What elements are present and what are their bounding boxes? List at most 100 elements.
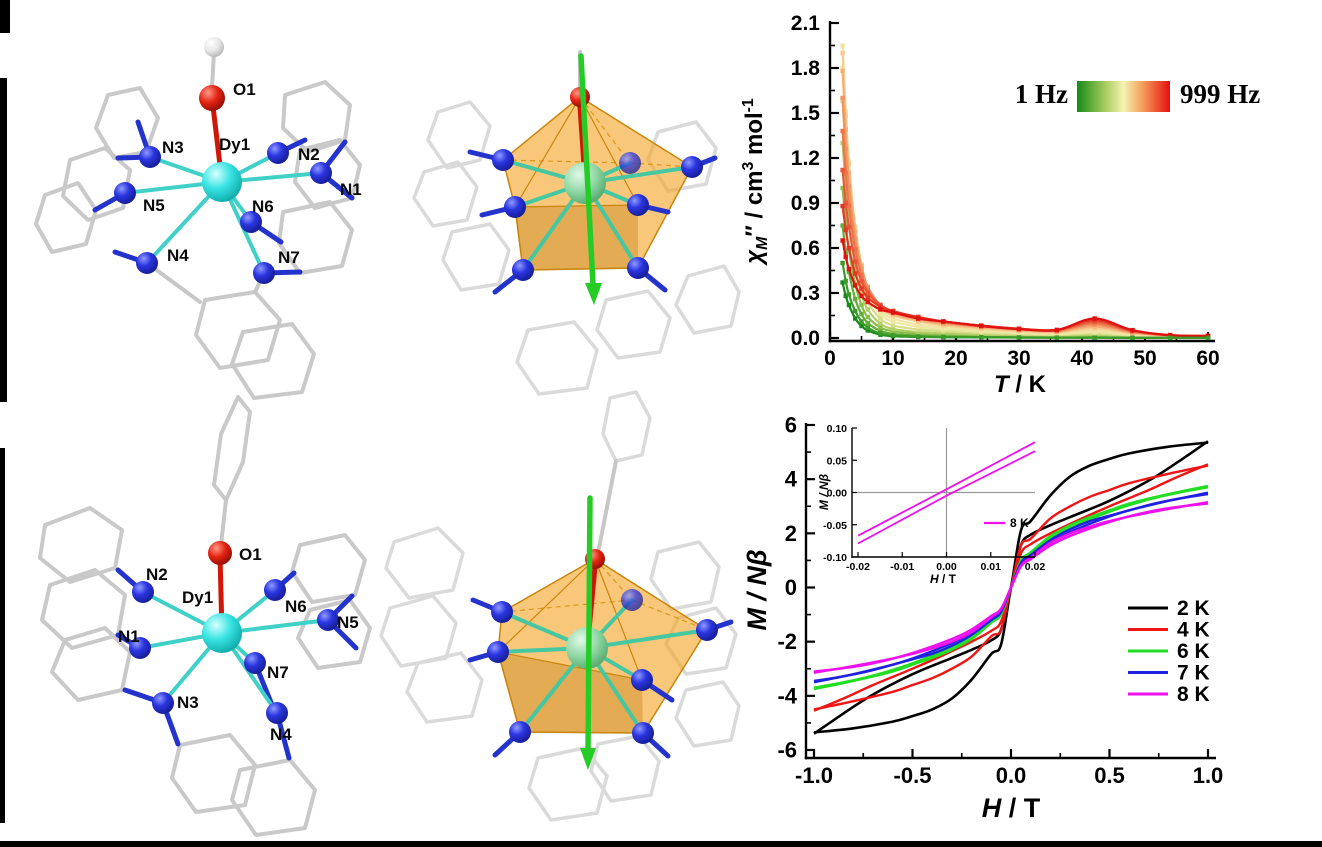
n-atom	[631, 669, 653, 691]
dy1-atom	[202, 613, 242, 653]
atom-label-dy1: Dy1	[219, 135, 250, 154]
n7-atom	[253, 262, 275, 284]
tick-label: 60	[1196, 347, 1219, 370]
tick-label: 1.0	[1193, 763, 1224, 788]
tick-label: 0.00	[827, 488, 848, 500]
panel-polyhedron-b	[379, 390, 741, 822]
frequency-legend: 1 Hz 999 Hz	[1015, 79, 1260, 112]
n3-atom	[152, 692, 174, 714]
panel-polyhedron-a	[412, 50, 741, 396]
n-atom	[627, 194, 649, 216]
axes: 0.0 0.3 0.6 0.9 1.2 1.5 1.8 2.1 0 10 20 30 40 50 60	[791, 12, 1220, 370]
page-edge-bar-left-upper	[0, 78, 7, 402]
tick-label: 50	[1133, 347, 1156, 370]
atom-label-n4: N4	[270, 725, 292, 744]
x-axis-label: T / K	[994, 371, 1047, 398]
tick-label: 0.01	[981, 561, 1002, 573]
series-18 Hz	[841, 99, 1210, 339]
tick-label: 0	[824, 347, 836, 370]
tick-label: 0.00	[936, 561, 957, 573]
page-edge-bar-top-left	[0, 0, 10, 33]
series-562 Hz	[841, 168, 1210, 337]
n-atom	[627, 257, 649, 279]
loop-2 K-ascending	[813, 440, 1209, 734]
tick-label: 6 K	[1177, 640, 1210, 663]
n6-atom	[264, 579, 286, 601]
inset-8 K ascending	[857, 450, 1036, 545]
atom-label-n5: N5	[337, 613, 359, 632]
tick-label: 0.05	[827, 455, 848, 467]
n2-atom	[132, 581, 154, 603]
panel-structure-b: O1 Dy1 N2 N6 N5 N1 N7 N3 N4	[38, 395, 372, 837]
n-atom	[491, 601, 513, 623]
inset-x-axis-label: H / T	[930, 572, 957, 586]
n-atom	[512, 259, 534, 281]
series-316 Hz	[841, 96, 1210, 338]
ligand-wireframe	[34, 80, 362, 400]
tick-label: 4	[785, 467, 798, 492]
n-atom	[696, 619, 718, 641]
page-edge-bar-bottom	[0, 841, 1322, 847]
tick-label: 10	[881, 347, 904, 370]
atom-label-n5: N5	[143, 196, 165, 215]
tick-label: -0.10	[823, 552, 847, 564]
o1-atom	[208, 541, 232, 565]
atom-label-n6: N6	[252, 197, 274, 216]
n6-atom	[240, 211, 262, 233]
hysteresis-chart: -6 -4 -2 0 2 4 6 -1.0 -0.5 0.0 0.5 1.0 H / T M / Nβ 2 …	[742, 413, 1223, 823]
hysteresis-loops	[813, 440, 1209, 735]
n-atom	[509, 721, 531, 743]
tick-label: -6	[777, 737, 797, 762]
atom-label-n7: N7	[278, 248, 300, 267]
tick-label: 0.0	[791, 327, 820, 350]
tick-label: 2	[785, 521, 797, 546]
tick-label: 1.8	[791, 57, 821, 80]
n1-atom	[310, 162, 332, 184]
tick-label: -0.01	[890, 561, 914, 573]
atom-label-n2: N2	[298, 145, 320, 164]
tick-label: 20	[944, 347, 967, 370]
tick-label: 0.6	[791, 237, 820, 260]
tick-label: 30	[1007, 347, 1030, 370]
tick-label: 4 K	[1177, 619, 1210, 642]
inset-y-axis-label: M / Nβ	[817, 473, 831, 510]
tick-label: 0.0	[996, 763, 1027, 788]
tick-label: 8 K	[1177, 683, 1210, 706]
n-atom	[504, 196, 526, 218]
n-atom-back	[621, 589, 643, 611]
tick-label: -4	[777, 683, 797, 708]
n2-atom	[267, 142, 289, 164]
n-atom	[487, 641, 509, 663]
atom-label-n1: N1	[118, 627, 140, 646]
tick-label: 40	[1070, 347, 1093, 370]
ligand-wireframe	[38, 395, 372, 837]
anisotropy-axis-arrow-icon	[585, 495, 593, 753]
h-atom	[204, 37, 224, 57]
frequency-gradient-bar	[1077, 81, 1170, 112]
loop-4 K-ascending	[813, 463, 1209, 711]
chi-vs-T-chart: 0.0 0.3 0.6 0.9 1.2 1.5 1.8 2.1 0 10 20 30 40 50 60 T /…	[740, 12, 1260, 398]
tick-label: 0.9	[791, 192, 820, 215]
o1-atom	[199, 85, 225, 111]
atom-label-n4: N4	[167, 246, 189, 265]
series-10 Hz	[841, 141, 1210, 339]
y-axis-label: M / Nβ	[742, 549, 772, 630]
n-atom-back	[619, 152, 641, 174]
n-atom	[632, 722, 654, 744]
tick-label: -1.0	[795, 763, 833, 788]
tick-label: 6	[785, 413, 797, 438]
x-axis-label: H / T	[982, 793, 1041, 823]
inset-8 K descending	[857, 441, 1036, 537]
n5-atom	[317, 609, 339, 631]
atom-label-n6: N6	[285, 597, 307, 616]
tick-label: 2 K	[1177, 597, 1210, 620]
tick-label: 1.5	[791, 102, 821, 125]
o-atom	[570, 87, 590, 107]
tick-label: -0.5	[894, 763, 932, 788]
tick-label: 0.3	[791, 282, 820, 305]
dy1-atom	[202, 162, 242, 202]
n7-atom	[244, 652, 266, 674]
atom-label-dy1: Dy1	[182, 588, 213, 607]
tick-label: 0.5	[1094, 763, 1125, 788]
atom-label-n3: N3	[177, 693, 199, 712]
